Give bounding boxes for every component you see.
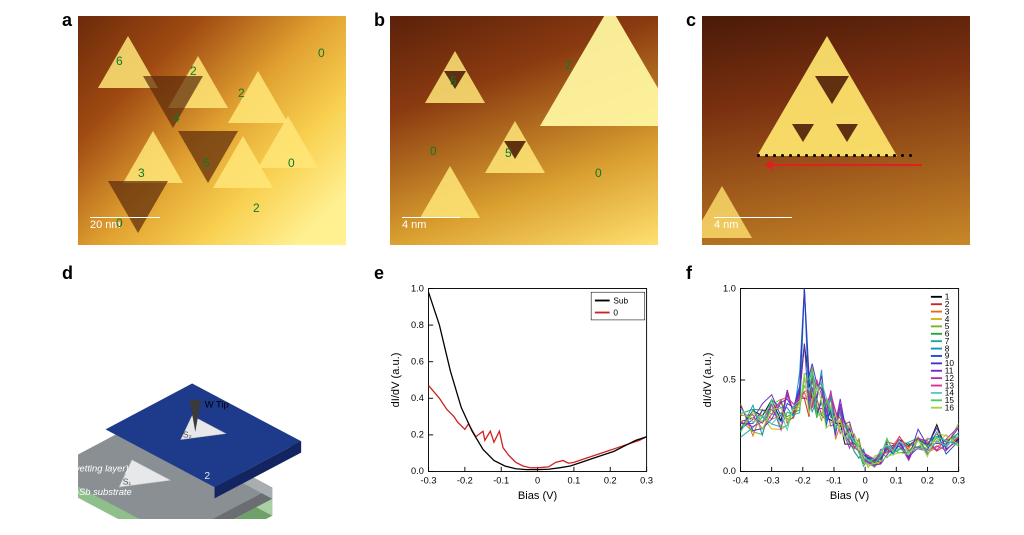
- svg-text:Bias (V): Bias (V): [518, 490, 557, 502]
- panel-a: a 20 nm 0264203520: [60, 10, 346, 245]
- svg-text:dI/dV (a.u.): dI/dV (a.u.): [390, 353, 402, 408]
- panel-f-label: f: [686, 263, 692, 284]
- panel-f: f -0.4 -0.3 -0.2 -0.1 0 0.1 0.2 0.3 0.0 0.5 1.0 Bia…: [684, 263, 970, 523]
- overlay-number: 0: [430, 144, 437, 158]
- svg-text:0.1: 0.1: [567, 475, 580, 485]
- svg-text:0: 0: [535, 475, 540, 485]
- svg-text:0.4: 0.4: [411, 393, 424, 403]
- scan-dots: [757, 154, 912, 157]
- stm-image-a: 20 nm 0264203520: [78, 16, 346, 245]
- panel-e-label: e: [374, 263, 384, 284]
- svg-text:-0.3: -0.3: [764, 475, 780, 485]
- svg-text:0.3: 0.3: [640, 475, 653, 485]
- stm-image-c: 4 nm: [702, 16, 970, 245]
- panel-b-label: b: [374, 10, 385, 31]
- svg-text:0.2: 0.2: [604, 475, 617, 485]
- svg-text:W Tip: W Tip: [205, 398, 229, 409]
- stm-image-b: 4 nm 25050: [390, 16, 658, 245]
- svg-text:0.3: 0.3: [952, 475, 965, 485]
- svg-text:-0.4: -0.4: [733, 475, 749, 485]
- svg-text:0: 0: [613, 307, 618, 317]
- svg-text:-0.3: -0.3: [421, 475, 437, 485]
- svg-text:0: 0: [863, 475, 868, 485]
- scale-bar-a: 20 nm: [90, 217, 160, 231]
- overlay-number: 2: [253, 201, 260, 215]
- panel-b: b 4 nm 25050: [372, 10, 658, 245]
- scale-bar-c: 4 nm: [714, 217, 792, 231]
- svg-text:0.6: 0.6: [411, 356, 424, 366]
- svg-text:1.0: 1.0: [411, 283, 424, 293]
- panel-c-label: c: [686, 10, 696, 31]
- svg-text:0.8: 0.8: [411, 320, 424, 330]
- svg-text:0.1: 0.1: [890, 475, 903, 485]
- figure-grid: a 20 nm 0264203520 b: [60, 10, 970, 523]
- svg-text:Sub: Sub: [613, 295, 628, 305]
- panel-e: e -0.3 -0.2 -0.1 0 0.1 0.2 0.3 0.0 0.2 0.4 0.6 0.8 1…: [372, 263, 658, 523]
- panel-d: d W Tip 2 S₂ S₁ 0 (wetting layer) InSb substr…: [60, 263, 346, 523]
- svg-text:dI/dV (a.u.): dI/dV (a.u.): [702, 353, 714, 408]
- plot-f: -0.4 -0.3 -0.2 -0.1 0 0.1 0.2 0.3 0.0 0.5 1.0 Bias …: [698, 269, 966, 515]
- svg-text:S₂: S₂: [183, 430, 192, 440]
- panel-a-label: a: [62, 10, 72, 31]
- svg-text:S₁: S₁: [123, 476, 132, 486]
- svg-text:Bias (V): Bias (V): [830, 490, 869, 502]
- scale-bar-b: 4 nm: [402, 217, 460, 231]
- svg-text:0.5: 0.5: [723, 375, 736, 385]
- svg-text:-0.1: -0.1: [493, 475, 509, 485]
- plot-e: -0.3 -0.2 -0.1 0 0.1 0.2 0.3 0.0 0.2 0.4 0.6 0.8 1.0…: [386, 269, 654, 515]
- svg-text:-0.2: -0.2: [795, 475, 811, 485]
- svg-text:0.0: 0.0: [723, 466, 736, 476]
- overlay-number: 0: [318, 46, 325, 60]
- svg-text:16: 16: [945, 402, 955, 412]
- overlay-number: 0: [595, 166, 602, 180]
- svg-text:0.2: 0.2: [411, 430, 424, 440]
- panel-d-label: d: [62, 263, 73, 284]
- svg-text:0 (wetting layer): 0 (wetting layer): [78, 463, 129, 474]
- svg-text:-0.1: -0.1: [826, 475, 842, 485]
- scan-arrow: [772, 164, 922, 166]
- svg-text:0.0: 0.0: [411, 466, 424, 476]
- svg-text:0.2: 0.2: [921, 475, 934, 485]
- svg-text:1.0: 1.0: [723, 283, 736, 293]
- svg-text:2: 2: [204, 471, 210, 482]
- svg-text:InSb substrate: InSb substrate: [78, 486, 132, 497]
- svg-text:-0.2: -0.2: [457, 475, 473, 485]
- schematic-d: W Tip 2 S₂ S₁ 0 (wetting layer) InSb substrat…: [78, 273, 342, 519]
- panel-c: c 4 nm: [684, 10, 970, 245]
